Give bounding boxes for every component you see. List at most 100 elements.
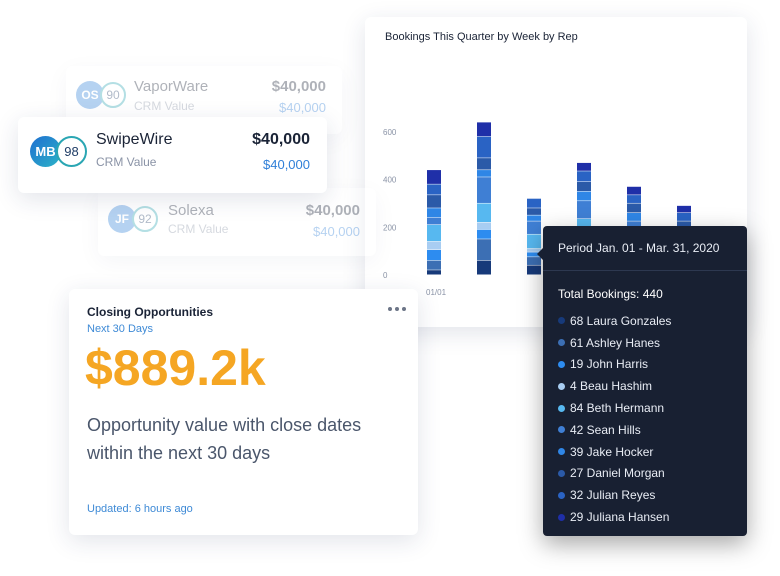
crm-value: $40,000 <box>263 157 310 172</box>
legend-dot <box>558 339 565 347</box>
bar-segment[interactable] <box>627 195 641 203</box>
rep-label: 4 Beau Hashim <box>570 379 653 394</box>
rep-item: 32 Julian Reyes <box>558 484 671 506</box>
bar-segment[interactable] <box>427 260 441 270</box>
rep-item: 19 John Harris <box>558 354 671 376</box>
chart-title: Bookings This Quarter by Week by Rep <box>385 31 578 43</box>
bar-segment[interactable] <box>627 186 641 195</box>
crm-label: CRM Value <box>168 222 229 236</box>
deal-name: SwipeWire <box>96 131 173 148</box>
rep-label: 84 Beth Hermann <box>570 401 665 416</box>
deal-name: VaporWare <box>134 78 209 95</box>
bar-segment[interactable] <box>577 162 591 171</box>
rep-label: 68 Laura Gonzales <box>570 313 672 328</box>
legend-dot <box>558 404 565 412</box>
tooltip-total: Total Bookings: 440 <box>558 287 663 301</box>
bar-segment[interactable] <box>427 208 441 218</box>
crm-label: CRM Value <box>134 99 195 113</box>
deal-card-solexa[interactable]: JF 92 Solexa CRM Value $40,000 $40,000 <box>98 188 376 256</box>
legend-dot <box>558 469 565 477</box>
rep-list: 68 Laura Gonzales 61 Ashley Hanes 19 John … <box>558 310 671 528</box>
rep-label: 29 Juliana Hansen <box>570 510 670 525</box>
card-subtitle: Next 30 Days <box>87 323 154 335</box>
divider <box>543 270 747 271</box>
bar-segment[interactable] <box>427 249 441 261</box>
deal-card-swipewire[interactable]: MB 98 SwipeWire CRM Value $40,000 $40,00… <box>18 117 327 193</box>
rep-item: 4 Beau Hashim <box>558 375 671 397</box>
rep-label: 19 John Harris <box>570 357 649 372</box>
bar-segment[interactable] <box>577 191 591 201</box>
bar-segment[interactable] <box>577 171 591 182</box>
legend-dot <box>558 382 565 390</box>
bar-segment[interactable] <box>677 213 691 221</box>
rep-label: 42 Sean Hills <box>570 422 641 437</box>
bar-segment[interactable] <box>527 198 541 208</box>
score-badge: 98 <box>56 136 87 167</box>
bar-segment[interactable] <box>477 177 491 203</box>
opportunity-value: $889.2k <box>85 340 266 396</box>
bar-segment[interactable] <box>627 203 641 213</box>
updated-timestamp: Updated: 6 hours ago <box>87 503 193 515</box>
legend-dot <box>558 360 565 368</box>
rep-item: 84 Beth Hermann <box>558 397 671 419</box>
card-title: Closing Opportunities <box>87 305 213 319</box>
rep-label: 61 Ashley Hanes <box>570 335 661 350</box>
legend-dot <box>558 448 565 456</box>
bar-segment[interactable] <box>477 136 491 158</box>
y-tick-label: 600 <box>383 128 397 137</box>
rep-item: 39 Jake Hocker <box>558 441 671 463</box>
tooltip-pointer <box>537 248 543 260</box>
bar-segment[interactable] <box>577 201 591 219</box>
y-tick-label: 200 <box>383 223 397 232</box>
bar-segment[interactable] <box>427 184 441 195</box>
more-horizontal-icon[interactable] <box>388 307 406 311</box>
bar-segment[interactable] <box>577 182 591 192</box>
bar-segment[interactable] <box>477 260 491 275</box>
bar-segment[interactable] <box>477 170 491 177</box>
deal-amount: $40,000 <box>305 202 360 219</box>
legend-dot <box>558 426 565 434</box>
deal-amount: $40,000 <box>271 78 326 95</box>
tooltip-period: Period Jan. 01 - Mar. 31, 2020 <box>558 241 720 255</box>
deal-amount: $40,000 <box>252 131 310 148</box>
rep-item: 42 Sean Hills <box>558 419 671 441</box>
x-tick-label: 01/01 <box>426 288 447 297</box>
bar-segment[interactable] <box>427 217 441 225</box>
bar-segment[interactable] <box>527 234 541 249</box>
bar-segment[interactable] <box>627 213 641 221</box>
bar-segment[interactable] <box>427 195 441 208</box>
bar-segment[interactable] <box>527 265 541 275</box>
rep-item: 68 Laura Gonzales <box>558 310 671 332</box>
bar-segment[interactable] <box>477 122 491 137</box>
score-badge: 92 <box>132 206 158 232</box>
bar-segment[interactable] <box>527 208 541 215</box>
rep-item: 27 Daniel Morgan <box>558 463 671 485</box>
legend-dot <box>558 513 565 521</box>
bar-segment[interactable] <box>477 229 491 239</box>
crm-value: $40,000 <box>279 100 326 115</box>
legend-dot <box>558 491 565 499</box>
bar-segment[interactable] <box>477 222 491 230</box>
bar-segment[interactable] <box>477 158 491 170</box>
bar-segment[interactable] <box>427 241 441 250</box>
rep-item: 29 Juliana Hansen <box>558 506 671 528</box>
rep-label: 27 Daniel Morgan <box>570 466 665 481</box>
bar-segment[interactable] <box>527 252 541 257</box>
legend-dot <box>558 317 565 325</box>
bar-segment[interactable] <box>477 203 491 223</box>
bar-segment[interactable] <box>427 170 441 184</box>
avatar: JF <box>108 205 136 233</box>
bar-segment[interactable] <box>677 205 691 213</box>
bar-segment[interactable] <box>477 239 491 261</box>
bar-segment[interactable] <box>427 270 441 275</box>
bar-segment[interactable] <box>527 257 541 265</box>
bar-segment[interactable] <box>527 215 541 221</box>
bar-segment[interactable] <box>677 221 691 227</box>
bar-segment[interactable] <box>527 221 541 234</box>
bar-segment[interactable] <box>527 248 541 252</box>
bar-segment[interactable] <box>427 224 441 242</box>
rep-label: 32 Julian Reyes <box>570 488 656 503</box>
y-tick-label: 400 <box>383 176 397 185</box>
closing-opportunities-card: Closing Opportunities Next 30 Days $889.… <box>69 289 418 535</box>
rep-item: 61 Ashley Hanes <box>558 332 671 354</box>
